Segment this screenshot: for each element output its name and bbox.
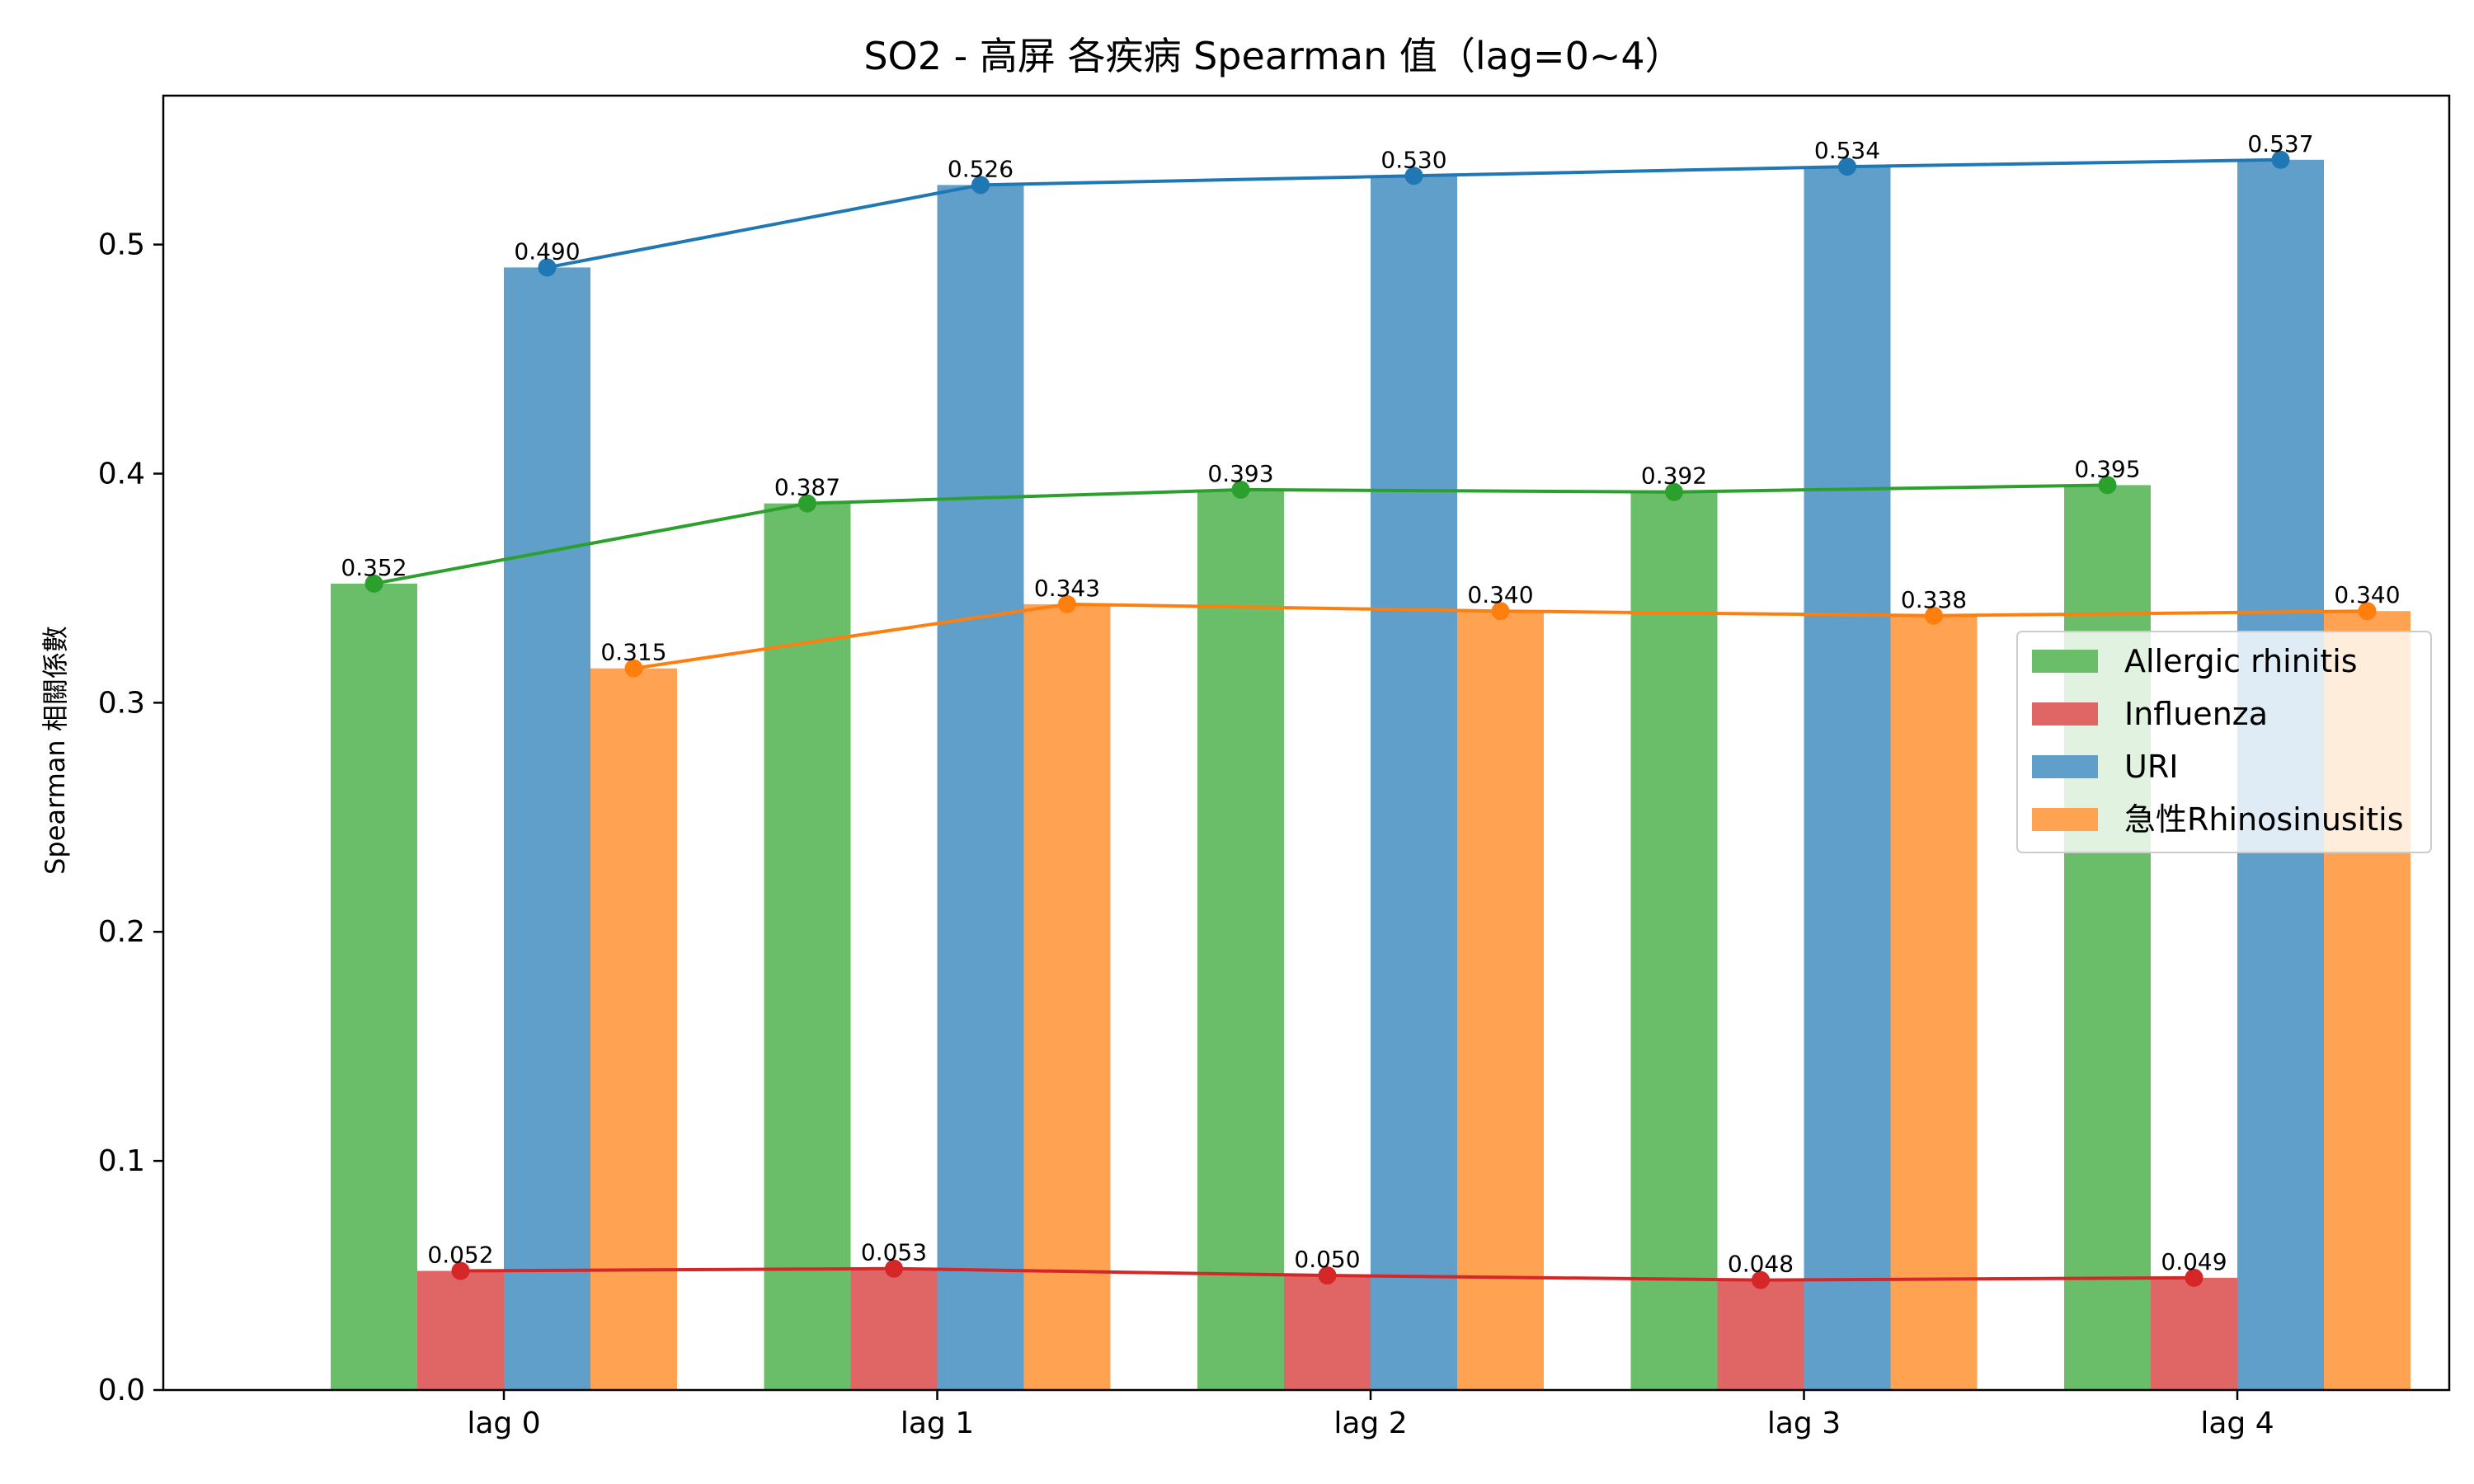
bar [1197,489,1284,1390]
data-point [971,176,990,195]
legend-entry: 急性Rhinosinusitis [2124,801,2404,838]
data-label: 0.387 [774,474,840,501]
legend-box [2016,631,2432,853]
bar [2151,1277,2237,1390]
x-tick-label: lag 1 [901,1407,974,1440]
y-tick-label: 0.1 [98,1144,145,1178]
data-label: 0.392 [1641,463,1707,490]
data-label: 0.343 [1034,575,1100,602]
legend-swatch [2032,650,2098,673]
x-tick-label: lag 3 [1767,1407,1841,1440]
bar [850,1268,938,1390]
data-label: 0.052 [427,1242,493,1269]
legend: Allergic rhinitis Influenza URI 急性Rhinosinu… [2016,631,2432,853]
data-point [451,1261,470,1280]
bar [1371,176,1457,1391]
data-label: 0.050 [1294,1246,1360,1273]
bar [1890,615,1978,1390]
data-point [885,1259,903,1278]
x-tick-label: lag 2 [1333,1407,1407,1440]
data-point [1404,167,1423,186]
data-point [1491,602,1510,621]
y-tick-label: 0.5 [98,228,145,262]
data-label: 0.393 [1207,460,1273,487]
data-point [1058,594,1076,613]
data-label: 0.315 [600,639,666,666]
data-label: 0.490 [514,237,580,265]
data-label: 0.537 [2247,130,2313,157]
data-label: 0.053 [861,1239,927,1266]
y-tick-label: 0.2 [98,915,145,949]
data-point [1838,157,1856,176]
y-tick-label: 0.4 [98,457,145,491]
bar [764,503,851,1391]
y-tick-label: 0.0 [98,1374,145,1407]
legend-entry: Influenza [2124,696,2268,732]
data-point [365,574,383,593]
bar [1630,491,1718,1391]
data-label: 0.340 [1467,581,1533,608]
x-axis: lag 0 lag 1 lag 2 lag 3 lag 4 [467,1390,2274,1440]
data-point [538,258,557,277]
data-point [1925,606,1943,625]
bar [504,267,590,1390]
bar [1457,611,1544,1390]
legend-entry: URI [2124,749,2178,785]
x-tick-label: lag 0 [467,1407,540,1440]
data-label: 0.352 [341,554,407,581]
data-point [2358,602,2377,621]
y-tick-label: 0.3 [98,686,145,720]
data-point [624,659,643,678]
data-label: 0.049 [2161,1248,2227,1275]
bar [1804,167,1891,1390]
legend-swatch [2032,808,2098,831]
data-label: 0.534 [1814,137,1880,164]
bar [2064,485,2151,1390]
data-labels-layer: 0.352 0.387 0.393 0.392 0.395 0.052 0.053 0.050… [341,130,2400,1278]
data-point [1231,480,1250,499]
chart-title: SO2 - 高屏 各疾病 Spearman 值（lag=0~4） [863,34,1682,78]
bar [1023,603,1111,1390]
data-point [1752,1270,1770,1289]
data-label: 0.530 [1380,146,1446,173]
data-label: 0.338 [1901,586,1967,613]
data-label: 0.340 [2334,581,2400,608]
bar [331,583,417,1390]
bar [937,185,1024,1390]
legend-entry: Allergic rhinitis [2124,643,2358,679]
data-point [2271,150,2290,169]
data-point [798,494,816,513]
y-axis-label: Spearman 相關係數 [40,626,71,875]
y-axis: 0.0 0.1 0.2 0.3 0.4 0.5 [98,228,163,1407]
x-tick-label: lag 4 [2200,1407,2274,1440]
data-point [1318,1266,1337,1285]
data-label: 0.048 [1728,1251,1794,1278]
data-label: 0.526 [948,155,1014,182]
bar [1284,1275,1371,1390]
legend-swatch [2032,755,2098,778]
lines-layer [365,150,2377,1289]
data-label: 0.395 [2074,455,2140,482]
legend-swatch [2032,702,2098,726]
plot-frame [162,94,2451,1392]
bar [417,1270,504,1390]
bar [1717,1280,1804,1390]
data-point [2185,1268,2204,1287]
data-point [2098,476,2117,495]
data-point [1665,482,1683,501]
bar [590,668,677,1390]
